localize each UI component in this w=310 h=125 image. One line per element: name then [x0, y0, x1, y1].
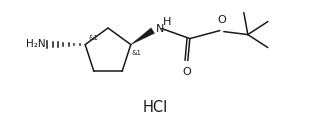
- Polygon shape: [131, 28, 155, 45]
- Text: N: N: [156, 24, 164, 34]
- Text: H₂N: H₂N: [25, 39, 45, 49]
- Text: O: O: [217, 15, 226, 25]
- Text: &1: &1: [132, 50, 142, 56]
- Text: HCl: HCl: [142, 100, 168, 116]
- Text: &1: &1: [88, 35, 98, 41]
- Text: H: H: [163, 17, 171, 27]
- Text: O: O: [183, 67, 191, 77]
